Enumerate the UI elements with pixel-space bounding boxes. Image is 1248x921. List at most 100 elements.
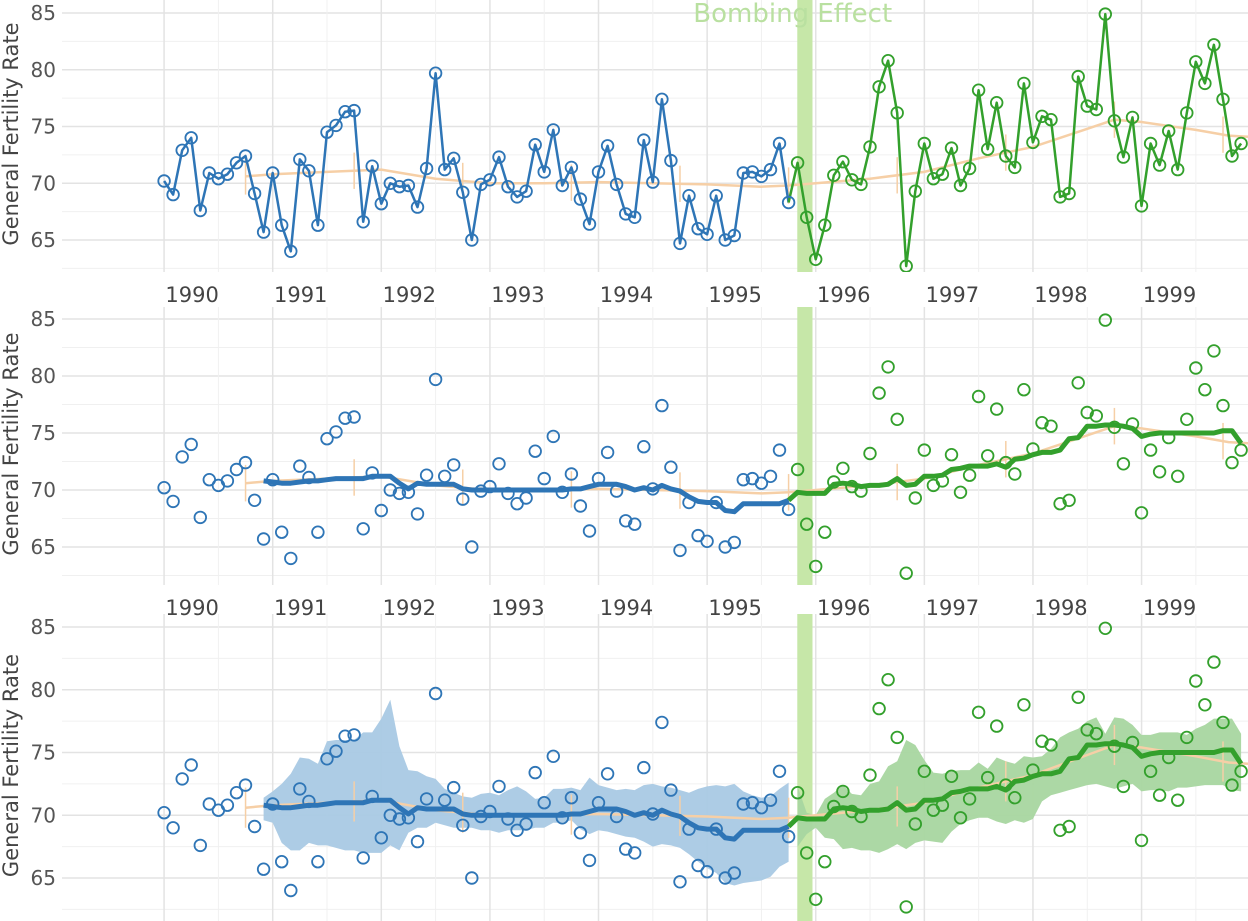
data-point <box>329 744 343 758</box>
panel-body <box>62 0 1248 272</box>
data-point <box>573 192 588 206</box>
data-point <box>754 801 769 815</box>
data-point <box>944 141 959 155</box>
data-point <box>600 139 615 153</box>
data-point <box>772 136 787 151</box>
data-point <box>428 66 443 80</box>
data-point <box>438 793 452 807</box>
data-point <box>447 780 461 795</box>
data-point <box>256 862 271 876</box>
data-point <box>709 495 723 510</box>
data-point <box>800 517 814 531</box>
data-point <box>609 177 624 192</box>
data-point <box>247 493 262 508</box>
data-point <box>935 798 950 812</box>
data-point <box>1107 420 1122 435</box>
data-point <box>818 855 832 869</box>
data-point <box>1116 779 1131 794</box>
data-point <box>537 796 551 810</box>
band-post <box>797 717 1242 853</box>
data-point <box>1143 443 1158 457</box>
data-point <box>836 784 850 799</box>
panel-2: 65 70 75 80 85 General Fertility Rate 1990 1991… <box>0 307 1248 620</box>
data-point <box>1216 715 1230 730</box>
data-point <box>890 730 904 745</box>
gridlines <box>62 614 1248 921</box>
data-point <box>1080 405 1094 420</box>
data-point <box>392 812 407 826</box>
x-tick-label: 1991 <box>274 283 327 307</box>
data-point <box>284 244 298 259</box>
data-point <box>899 566 913 580</box>
data-point <box>600 767 615 781</box>
y-tick-label: 80 <box>31 364 56 388</box>
x-tick-label: 1996 <box>817 283 870 307</box>
data-point <box>646 482 660 496</box>
data-point <box>1170 793 1185 807</box>
data-point <box>890 106 904 120</box>
x-tick-label: 1999 <box>1143 596 1196 620</box>
data-point <box>338 729 352 743</box>
data-point <box>664 153 678 168</box>
data-point <box>501 486 515 501</box>
data-point <box>519 184 533 198</box>
data-point <box>1035 416 1049 430</box>
data-point <box>564 160 579 175</box>
observed-line-post <box>787 12 1243 268</box>
data-point <box>175 450 189 464</box>
observed-points <box>157 621 1248 914</box>
data-point <box>1134 833 1149 848</box>
data-point <box>917 764 932 779</box>
data-point <box>971 389 986 404</box>
data-point <box>727 866 742 880</box>
data-point <box>763 162 778 177</box>
data-point <box>854 484 868 498</box>
x-tick-label: 1993 <box>491 596 544 620</box>
data-point <box>1098 621 1113 636</box>
data-point <box>347 728 361 742</box>
data-point <box>1216 92 1230 107</box>
x-tick-label: 1993 <box>491 283 544 307</box>
data-point <box>1089 102 1104 117</box>
data-point <box>166 821 180 835</box>
data-point <box>881 673 895 687</box>
data-point <box>374 831 389 845</box>
data-point <box>537 165 551 179</box>
data-point <box>863 446 877 461</box>
data-point <box>256 225 271 239</box>
data-point <box>157 806 171 820</box>
data-point <box>546 429 561 444</box>
data-point <box>881 54 895 68</box>
data-point <box>293 782 307 796</box>
data-point <box>1216 398 1230 413</box>
data-point <box>519 817 533 831</box>
data-point <box>229 156 244 170</box>
data-point <box>981 449 995 463</box>
data-point <box>1008 160 1022 175</box>
data-point <box>229 786 244 800</box>
data-point <box>1125 417 1140 431</box>
data-point <box>790 462 805 477</box>
data-point <box>646 175 660 189</box>
data-point <box>709 188 723 203</box>
y-axis-label: General Fertility Rate <box>0 654 23 877</box>
data-point <box>1062 493 1076 508</box>
data-point <box>962 468 977 482</box>
y-tick-label: 65 <box>31 535 56 559</box>
x-tick-label: 1992 <box>383 283 436 307</box>
data-point <box>365 466 379 480</box>
data-point <box>999 455 1013 470</box>
data-point <box>492 779 506 794</box>
data-point <box>383 176 398 191</box>
data-point <box>908 491 923 505</box>
data-point <box>456 818 470 833</box>
x-tick-label: 1991 <box>274 596 327 620</box>
data-point <box>401 811 416 825</box>
data-point <box>628 517 642 531</box>
band-pre <box>263 699 789 886</box>
data-point <box>772 443 787 457</box>
data-point <box>637 760 651 775</box>
data-point <box>247 186 262 201</box>
data-point <box>492 457 506 471</box>
data-point <box>302 164 316 178</box>
